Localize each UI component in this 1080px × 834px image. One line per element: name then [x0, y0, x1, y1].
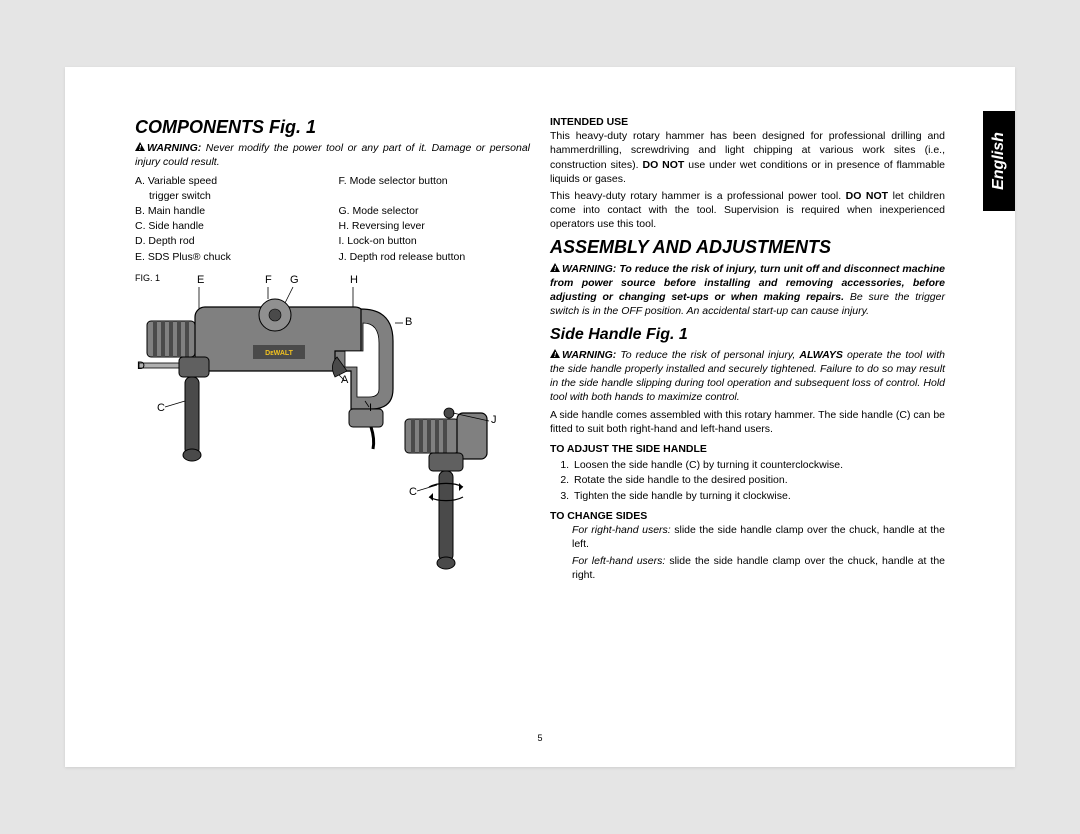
svg-text:I: I — [369, 402, 372, 414]
comp-item: C. Side handle — [135, 219, 327, 233]
side-handle-body: A side handle comes assembled with this … — [550, 408, 945, 436]
warning-icon: ! — [550, 262, 560, 276]
svg-text:C: C — [409, 486, 417, 498]
components-heading: COMPONENTS Fig. 1 — [135, 115, 530, 139]
assembly-heading: ASSEMBLY AND ADJUSTMENTS — [550, 235, 945, 259]
language-tab-label: English — [990, 132, 1008, 190]
comp-item: A. Variable speed — [135, 174, 327, 188]
tool-diagram: FIG. 1 E F G H — [135, 271, 505, 611]
change-left: For left-hand users: slide the side hand… — [572, 554, 945, 582]
svg-text:J: J — [491, 414, 497, 426]
components-warning: ! WARNING: Never modify the power tool o… — [135, 141, 530, 169]
side-handle-warning: ! WARNING: To reduce the risk of persona… — [550, 348, 945, 405]
intended-use-p1: This heavy-duty rotary hammer has been d… — [550, 129, 945, 186]
adjust-title: TO ADJUST THE SIDE HANDLE — [550, 442, 945, 456]
comp-item: trigger switch — [135, 189, 327, 203]
svg-text:D: D — [137, 360, 145, 372]
page-number: 5 — [537, 733, 542, 743]
warning-label: WARNING: — [147, 142, 201, 154]
comp-item: B. Main handle — [135, 204, 327, 218]
side-handle-heading: Side Handle Fig. 1 — [550, 324, 945, 346]
components-list-left: A. Variable speed trigger switch B. Main… — [135, 174, 327, 265]
change-right: For right-hand users: slide the side han… — [572, 523, 945, 551]
change-sides-title: TO CHANGE SIDES — [550, 509, 945, 523]
intended-use-p2: This heavy-duty rotary hammer is a profe… — [550, 189, 945, 232]
components-list-right: F. Mode selector button G. Mode selector… — [339, 174, 531, 265]
fig-label: FIG. 1 — [135, 273, 160, 283]
svg-text:G: G — [290, 274, 299, 286]
adjust-step: Tighten the side handle by turning it cl… — [572, 489, 945, 503]
comp-item: E. SDS Plus® chuck — [135, 250, 327, 264]
manual-page: English COMPONENTS Fig. 1 ! WARNING: Nev… — [65, 67, 1015, 767]
warning-icon: ! — [550, 348, 560, 362]
adjust-step: Loosen the side handle (C) by turning it… — [572, 458, 945, 472]
comp-item: F. Mode selector button — [339, 174, 531, 188]
svg-text:A: A — [341, 374, 349, 386]
warning-icon: ! — [135, 141, 145, 155]
right-column: INTENDED USE This heavy-duty rotary hamm… — [550, 115, 945, 737]
adjust-step: Rotate the side handle to the desired po… — [572, 473, 945, 487]
svg-text:H: H — [350, 274, 358, 286]
comp-item — [339, 189, 531, 203]
comp-item: G. Mode selector — [339, 204, 531, 218]
svg-text:E: E — [197, 274, 204, 286]
assembly-warning: ! WARNING: To reduce the risk of injury,… — [550, 262, 945, 319]
components-list: A. Variable speed trigger switch B. Main… — [135, 174, 530, 265]
comp-item: H. Reversing lever — [339, 219, 531, 233]
svg-text:F: F — [265, 274, 272, 286]
two-column-content: COMPONENTS Fig. 1 ! WARNING: Never modif… — [135, 115, 945, 737]
left-column: COMPONENTS Fig. 1 ! WARNING: Never modif… — [135, 115, 530, 737]
comp-item: J. Depth rod release button — [339, 250, 531, 264]
svg-text:DᴇWALT: DᴇWALT — [265, 350, 294, 357]
svg-text:C: C — [157, 402, 165, 414]
figure-1: FIG. 1 E F G H — [135, 271, 530, 615]
comp-item: I. Lock-on button — [339, 234, 531, 248]
language-tab: English — [983, 111, 1015, 211]
adjust-steps: Loosen the side handle (C) by turning it… — [572, 458, 945, 503]
intended-use-title: INTENDED USE — [550, 115, 945, 129]
comp-item: D. Depth rod — [135, 234, 327, 248]
svg-text:B: B — [405, 316, 412, 328]
